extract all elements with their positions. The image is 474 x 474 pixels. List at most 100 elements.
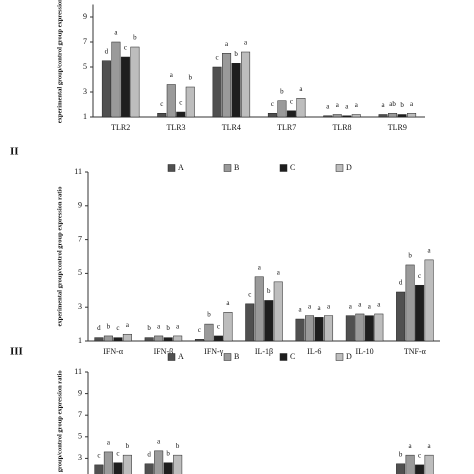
bar bbox=[173, 335, 183, 342]
bar bbox=[231, 63, 241, 118]
bar bbox=[407, 113, 417, 118]
significance-letter: a bbox=[336, 101, 340, 109]
x-tick-label: TLR3 bbox=[166, 123, 185, 132]
significance-letter: a bbox=[317, 304, 321, 312]
y-tick-label: 1 bbox=[83, 112, 87, 121]
bar bbox=[120, 56, 130, 118]
x-tick-label: IL-6 bbox=[307, 347, 321, 356]
bar bbox=[405, 264, 415, 342]
significance-letter: a bbox=[358, 301, 362, 309]
y-axis-label: l group/control group expression ratio bbox=[56, 370, 63, 474]
bar bbox=[204, 323, 214, 342]
significance-letter: b bbox=[126, 442, 130, 450]
y-tick-label: 5 bbox=[83, 62, 87, 71]
significance-letter: c bbox=[271, 100, 274, 108]
y-tick-label: 3 bbox=[78, 302, 82, 311]
bar bbox=[264, 300, 274, 342]
legend-label: C bbox=[290, 352, 295, 361]
y-tick-label: 9 bbox=[78, 201, 82, 210]
bar bbox=[396, 463, 406, 474]
significance-letter: a bbox=[126, 321, 130, 329]
y-tick-label: 1 bbox=[78, 336, 82, 345]
significance-letter: c bbox=[198, 326, 201, 334]
significance-letter: c bbox=[116, 449, 119, 457]
legend-swatch bbox=[223, 353, 232, 361]
x-tick-label: TLR7 bbox=[277, 123, 296, 132]
bar bbox=[94, 337, 104, 342]
x-tick-label: TNF-α bbox=[404, 347, 427, 356]
legend-swatch bbox=[279, 164, 288, 172]
significance-letter: a bbox=[170, 71, 174, 79]
significance-letter: c bbox=[418, 451, 421, 459]
bar bbox=[324, 315, 334, 342]
y-tick-label: 11 bbox=[74, 167, 82, 176]
x-tick-label: TLR4 bbox=[222, 123, 241, 132]
bar bbox=[185, 86, 195, 118]
legend-swatch bbox=[335, 353, 344, 361]
y-tick-label: 3 bbox=[83, 87, 87, 96]
significance-letter: c bbox=[418, 272, 421, 280]
legend-label: D bbox=[346, 163, 352, 172]
bar bbox=[223, 312, 233, 342]
significance-letter: a bbox=[114, 29, 118, 37]
significance-letter: a bbox=[107, 439, 111, 447]
significance-letter: a bbox=[327, 302, 331, 310]
significance-letter: a bbox=[308, 302, 312, 310]
bar bbox=[176, 111, 186, 118]
significance-letter: b bbox=[107, 323, 111, 331]
bar bbox=[103, 335, 113, 342]
bar bbox=[113, 462, 123, 474]
bar bbox=[374, 313, 384, 342]
significance-letter: a bbox=[176, 323, 180, 331]
bar bbox=[305, 315, 315, 342]
bar bbox=[314, 317, 324, 342]
significance-letter: b bbox=[400, 101, 404, 109]
bar bbox=[424, 259, 434, 342]
significance-letter: b bbox=[147, 324, 151, 332]
y-tick-label: 7 bbox=[78, 410, 82, 419]
significance-letter: a bbox=[349, 302, 353, 310]
bar bbox=[154, 450, 164, 474]
bar bbox=[154, 335, 164, 342]
significance-letter: d bbox=[147, 450, 151, 458]
significance-letter: a bbox=[382, 101, 386, 109]
y-axis-label: experimental group/control group express… bbox=[56, 187, 63, 327]
significance-letter: a bbox=[299, 85, 303, 93]
y-tick-label: 11 bbox=[74, 367, 82, 376]
y-tick-label: 9 bbox=[83, 12, 87, 21]
significance-letter: b bbox=[234, 50, 238, 58]
bar bbox=[103, 451, 113, 474]
bar bbox=[296, 98, 306, 118]
y-axis-label: experimental group/control group express… bbox=[56, 0, 63, 123]
significance-letter: c bbox=[97, 451, 100, 459]
bar bbox=[364, 315, 374, 342]
legend-label: B bbox=[234, 163, 239, 172]
legend-swatch bbox=[279, 353, 288, 361]
bar bbox=[111, 41, 121, 118]
bar bbox=[254, 276, 264, 342]
bar bbox=[267, 113, 277, 118]
bar bbox=[286, 110, 296, 118]
bar bbox=[396, 291, 406, 342]
significance-letter: b bbox=[166, 449, 170, 457]
significance-letter: a bbox=[428, 442, 432, 450]
bar bbox=[122, 333, 132, 342]
bar bbox=[130, 46, 140, 118]
x-tick-label: IL-10 bbox=[355, 347, 373, 356]
bar bbox=[424, 454, 434, 474]
bar bbox=[295, 318, 305, 342]
bar bbox=[222, 53, 232, 118]
significance-letter: b bbox=[176, 442, 180, 450]
significance-letter: b bbox=[267, 287, 271, 295]
significance-letter: b bbox=[207, 311, 211, 319]
panel-title: II bbox=[10, 146, 19, 158]
x-tick-label: IFN-β bbox=[154, 347, 174, 356]
bar bbox=[273, 281, 283, 342]
significance-letter: d bbox=[97, 324, 101, 332]
significance-letter: a bbox=[377, 301, 381, 309]
significance-letter: c bbox=[116, 324, 119, 332]
y-tick-label: 5 bbox=[78, 268, 82, 277]
legend-swatch bbox=[335, 164, 344, 172]
significance-letter: a bbox=[355, 101, 359, 109]
